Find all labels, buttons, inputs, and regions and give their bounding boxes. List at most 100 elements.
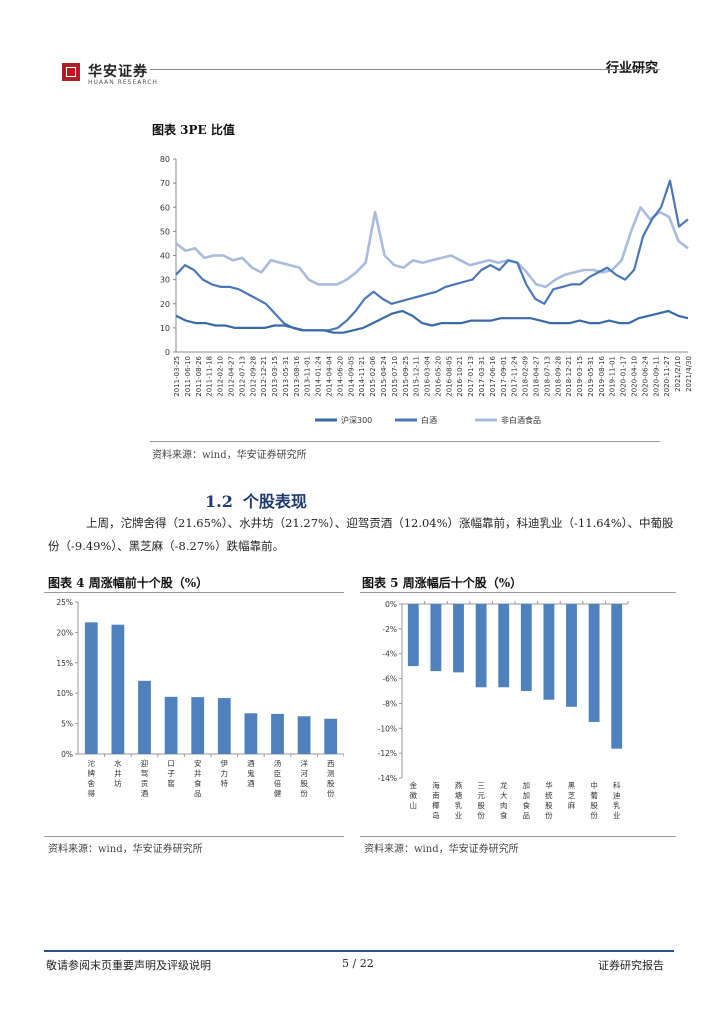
x-tick-label: 2012-12-21 bbox=[260, 356, 268, 397]
category-label: 臣 bbox=[274, 769, 282, 778]
x-tick-label: 2015-09-25 bbox=[402, 356, 410, 397]
category-label: 份 bbox=[477, 810, 485, 820]
category-label: 龙 bbox=[500, 780, 508, 790]
logo-icon bbox=[62, 63, 80, 81]
category-label: 股 bbox=[545, 801, 553, 810]
category-label: 中 bbox=[590, 780, 598, 790]
x-tick-label: 2019-05-31 bbox=[587, 356, 595, 397]
brand-name: 华安证券 bbox=[88, 64, 148, 80]
y-tick-label: 70 bbox=[160, 179, 170, 188]
y-tick-label: 20% bbox=[56, 628, 73, 637]
y-tick-label: 80 bbox=[160, 155, 170, 164]
figure5-top-rule bbox=[360, 592, 676, 593]
figure4-top-rule bbox=[44, 592, 344, 593]
y-tick-label: 5% bbox=[61, 720, 73, 729]
figure5-title: 图表 5 周涨幅后十个股（%） bbox=[362, 576, 523, 590]
y-tick-label: 25% bbox=[56, 598, 73, 607]
category-label: 乳 bbox=[455, 800, 463, 810]
figure3-title: 图表 3PE 比值 bbox=[152, 123, 235, 137]
category-label: 塘 bbox=[455, 790, 463, 800]
legend-label: 白酒 bbox=[421, 415, 437, 425]
x-tick-label: 2017-06-16 bbox=[489, 355, 497, 396]
x-tick-label: 2012-07-13 bbox=[238, 356, 246, 397]
legend-label: 非白酒食品 bbox=[501, 415, 541, 425]
bar bbox=[84, 622, 98, 754]
figure3-source: 资料来源：wind，华安证券研究所 bbox=[152, 450, 307, 461]
category-label: 葡 bbox=[590, 790, 598, 800]
y-tick-label: -8% bbox=[382, 699, 397, 708]
x-tick-label: 2014-06-20 bbox=[336, 356, 344, 397]
category-label: 统 bbox=[545, 790, 553, 800]
x-tick-label: 2011-08-26 bbox=[195, 355, 203, 396]
x-tick-label: 2015-02-06 bbox=[369, 355, 377, 396]
category-label: 子 bbox=[167, 769, 175, 778]
figure4-title: 图表 4 周涨幅前十个股（%） bbox=[48, 576, 209, 590]
category-label: 口 bbox=[167, 759, 175, 768]
category-label: 迪 bbox=[613, 790, 621, 800]
category-label: 业 bbox=[613, 810, 621, 820]
footer-rule bbox=[44, 950, 674, 952]
category-label: 麻 bbox=[568, 800, 576, 810]
section-paragraph: 上周，沱牌舍得（21.65%）、水井坊（21.27%）、迎驾贡酒（12.04%）… bbox=[48, 516, 674, 553]
x-tick-label: 2012-04-27 bbox=[227, 356, 235, 397]
category-label: 黑 bbox=[568, 781, 576, 790]
x-tick-label: 2014-01-24 bbox=[315, 355, 323, 396]
x-tick-label: 2013-11-01 bbox=[304, 356, 312, 397]
section-title: 个股表现 bbox=[242, 492, 307, 511]
brand-subtitle: HUAAN RESEARCH bbox=[88, 79, 158, 86]
y-tick-label: 0 bbox=[165, 348, 170, 357]
category-label: 品 bbox=[523, 811, 531, 820]
figure5-source: 资料来源：wind，华安证券研究所 bbox=[364, 844, 519, 855]
category-label: 食 bbox=[194, 778, 202, 788]
category-label: 迎 bbox=[141, 758, 149, 768]
y-tick-label: 0% bbox=[61, 750, 73, 759]
x-tick-label: 2016-03-04 bbox=[424, 355, 432, 396]
category-label: 洋 bbox=[300, 758, 308, 768]
category-label: 汤 bbox=[274, 759, 282, 768]
category-label: 食 bbox=[500, 810, 508, 820]
x-tick-label: 2018-09-28 bbox=[554, 356, 562, 397]
bar bbox=[611, 604, 623, 749]
x-tick-label: 2018-04-27 bbox=[532, 356, 540, 397]
category-label: 力 bbox=[221, 768, 229, 778]
x-tick-label: 2020-06-24 bbox=[641, 355, 649, 396]
bar bbox=[191, 697, 205, 754]
category-label: 份 bbox=[327, 788, 335, 798]
category-label: 牌 bbox=[88, 768, 96, 778]
category-label: 股 bbox=[477, 801, 485, 810]
category-label: 伊 bbox=[221, 758, 229, 768]
bar bbox=[498, 604, 510, 688]
bar bbox=[543, 604, 555, 700]
category-label: 徽 bbox=[410, 790, 418, 800]
category-label: 测 bbox=[327, 769, 335, 778]
figure4-bottom-rule bbox=[44, 836, 344, 837]
category-label: 沱 bbox=[88, 758, 96, 768]
x-tick-label: 2020-09-11 bbox=[652, 356, 660, 397]
category-label: 份 bbox=[300, 788, 308, 798]
bar bbox=[111, 624, 125, 754]
category-label: 得 bbox=[88, 788, 96, 798]
y-tick-label: -4% bbox=[382, 650, 397, 659]
figure4-source: 资料来源：wind，华安证券研究所 bbox=[48, 844, 203, 855]
category-label: 华 bbox=[545, 780, 553, 790]
series-line bbox=[175, 309, 689, 334]
category-label: 水 bbox=[114, 758, 122, 768]
category-label: 倍 bbox=[274, 778, 282, 788]
category-label: 西 bbox=[327, 759, 335, 768]
x-tick-label: 2012-02-10 bbox=[217, 356, 225, 397]
y-tick-label: -2% bbox=[382, 625, 397, 634]
category-label: 肉 bbox=[500, 800, 508, 810]
category-label: 乳 bbox=[613, 800, 621, 810]
category-label: 酒 bbox=[141, 789, 149, 798]
x-tick-label: 2017-09-01 bbox=[500, 356, 508, 397]
x-tick-label: 2014-04-04 bbox=[326, 355, 334, 396]
category-label: 金 bbox=[410, 780, 418, 790]
category-label: 海 bbox=[432, 780, 440, 790]
category-label: 业 bbox=[455, 810, 463, 820]
category-label: 河 bbox=[300, 769, 308, 778]
section-number: 1.2 bbox=[205, 492, 233, 511]
top-gainers-chart: 0%5%10%15%20%25%沱牌舍得水井坊迎驾贡酒口子窖安井食品伊力特酒鬼酒… bbox=[56, 598, 344, 798]
bar bbox=[244, 713, 258, 754]
x-tick-label: 2018-07-13 bbox=[543, 356, 551, 397]
